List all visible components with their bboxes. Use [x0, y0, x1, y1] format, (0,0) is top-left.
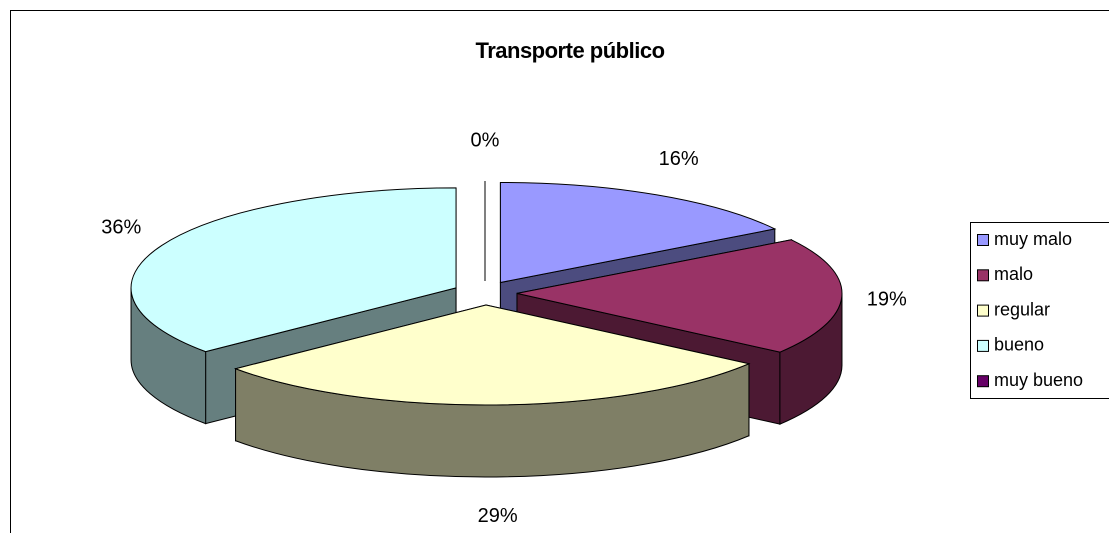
data-label: 16%: [659, 148, 699, 170]
data-label: 0%: [471, 129, 500, 151]
legend-label: muy bueno: [994, 370, 1083, 390]
legend-label: muy malo: [994, 229, 1072, 249]
data-label: 36%: [101, 217, 141, 239]
legend-swatch: [977, 339, 989, 352]
slice: [233, 304, 751, 478]
slice-top: [130, 187, 457, 353]
data-label: 29%: [478, 505, 518, 527]
pie: 16% 19% 29% 36% 0%: [101, 129, 907, 527]
legend-swatch: [977, 234, 989, 246]
legend-swatch: [977, 304, 989, 317]
legend-label: malo: [994, 264, 1033, 284]
slice-top: [499, 181, 777, 284]
chart-title: Transporte público: [475, 38, 664, 63]
legend: muy malo malo regular bueno muy bueno: [970, 222, 1109, 399]
legend-swatch: [977, 375, 989, 388]
slice-top: [516, 239, 843, 353]
data-label: 19%: [867, 288, 907, 310]
slice-top: [233, 304, 751, 406]
legend-label: bueno: [994, 335, 1044, 355]
legend-swatch: [977, 269, 989, 282]
legend-label: regular: [994, 299, 1050, 319]
legend-box: [970, 222, 1109, 399]
